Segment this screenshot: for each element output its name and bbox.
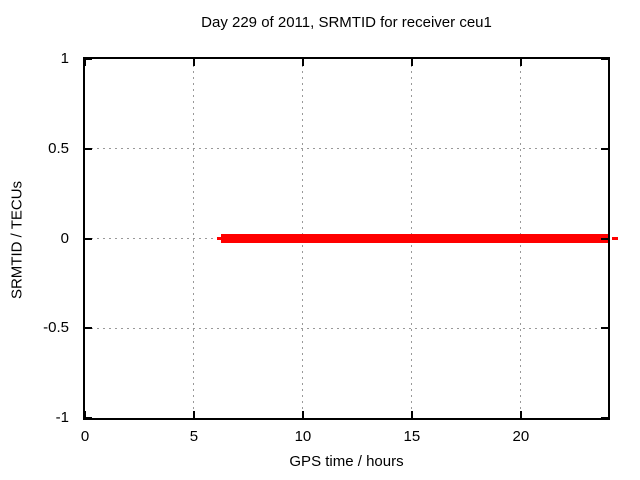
- y-tick-label: 1: [60, 50, 69, 67]
- x-axis-tick-mark: [84, 411, 86, 418]
- plot-area: [83, 57, 618, 420]
- x-axis-tick-mark: [410, 59, 413, 66]
- x-axis-tick-mark: [301, 411, 304, 418]
- x-axis-label: GPS time / hours: [289, 453, 404, 470]
- y-axis-tick-mark: [85, 417, 92, 419]
- x-axis-tick-mark: [192, 59, 195, 66]
- y-axis-tick-mark: [601, 327, 608, 330]
- data-series-line: [221, 234, 608, 243]
- y-axis-tick-mark: [601, 237, 608, 240]
- y-tick-label: -1: [55, 409, 69, 426]
- y-axis-tick-mark: [85, 237, 92, 240]
- y-axis-tick-mark: [85, 327, 92, 330]
- y-axis-tick-mark: [85, 58, 92, 60]
- x-axis-tick-mark: [519, 411, 522, 418]
- data-series-start-cap: [217, 237, 222, 240]
- x-tick-label: 10: [294, 428, 312, 445]
- data-series-overflow-dash: [612, 237, 618, 240]
- x-axis-tick-mark: [192, 411, 195, 418]
- grid-line-horizontal: [85, 327, 608, 329]
- x-axis-tick-mark: [84, 59, 86, 66]
- y-axis-tick-mark: [85, 147, 92, 150]
- x-axis-tick-mark: [301, 59, 304, 66]
- x-tick-label: 0: [80, 428, 90, 445]
- y-tick-label: 0: [60, 229, 69, 247]
- x-axis-tick-mark: [519, 59, 522, 66]
- y-axis-tick-mark: [601, 58, 608, 60]
- y-axis-tick-mark: [601, 417, 608, 419]
- grid-line-horizontal: [85, 148, 608, 150]
- x-tick-label: 5: [189, 428, 199, 445]
- y-tick-label: 0.5: [48, 139, 69, 157]
- x-axis-tick-mark: [410, 411, 413, 418]
- y-tick-label: -0.5: [43, 319, 69, 337]
- y-axis-tick-mark: [601, 147, 608, 150]
- chart-title: Day 229 of 2011, SRMTID for receiver ceu…: [201, 14, 492, 31]
- x-tick-label: 15: [403, 428, 421, 445]
- x-tick-label: 20: [512, 428, 530, 445]
